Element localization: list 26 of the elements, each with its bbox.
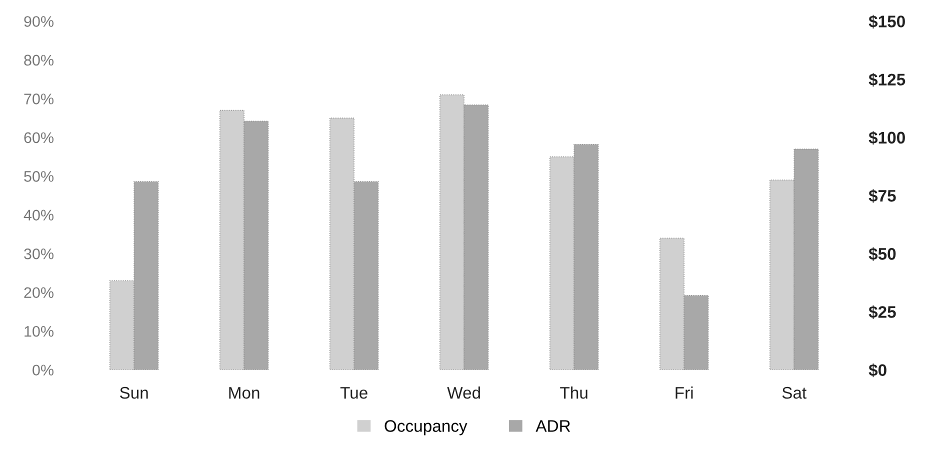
y2-tick-label: $75 [868, 189, 896, 203]
legend-label: ADR [536, 420, 570, 432]
y-tick-label: 0% [32, 364, 54, 376]
x-tick-label: Mon [229, 387, 260, 399]
y-tick-label: 50% [24, 171, 54, 182]
legend-label: Occupancy [384, 420, 468, 436]
y2-tick-label: $125 [868, 72, 906, 87]
x-tick-label: Sat [782, 386, 806, 399]
y2-tick-label: $150 [868, 14, 905, 28]
x-tick-label: Thu [560, 386, 588, 399]
y-tick-label: 70% [24, 94, 54, 104]
y-tick-label: 80% [24, 54, 54, 66]
y-tick-label: 10% [24, 326, 54, 337]
y-tick-label: 40% [24, 210, 54, 221]
x-tick-label: Tue [340, 387, 368, 399]
x-tick-label: Sun [120, 386, 148, 399]
y2-tick-label: $0 [868, 363, 886, 378]
y-tick-label: 60% [24, 132, 54, 144]
y2-tick-label: $50 [868, 247, 896, 261]
y2-tick-label: $25 [868, 305, 896, 319]
y-tick-label: 20% [24, 287, 54, 298]
y2-tick-label: $100 [868, 131, 905, 145]
x-tick-label: Wed [447, 386, 480, 399]
y-tick-label: 90% [24, 16, 54, 27]
y-tick-label: 30% [24, 248, 54, 260]
x-tick-label: Fri [676, 386, 693, 399]
